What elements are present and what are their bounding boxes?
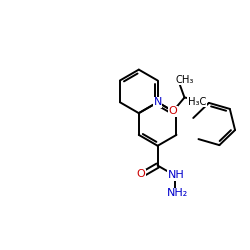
Text: NH₂: NH₂: [167, 188, 188, 198]
Text: NH: NH: [168, 170, 184, 180]
Text: O: O: [169, 106, 177, 116]
Text: CH₃: CH₃: [175, 75, 194, 85]
Text: H₃C: H₃C: [188, 96, 206, 106]
Text: O: O: [137, 170, 145, 179]
Text: N: N: [154, 97, 162, 107]
